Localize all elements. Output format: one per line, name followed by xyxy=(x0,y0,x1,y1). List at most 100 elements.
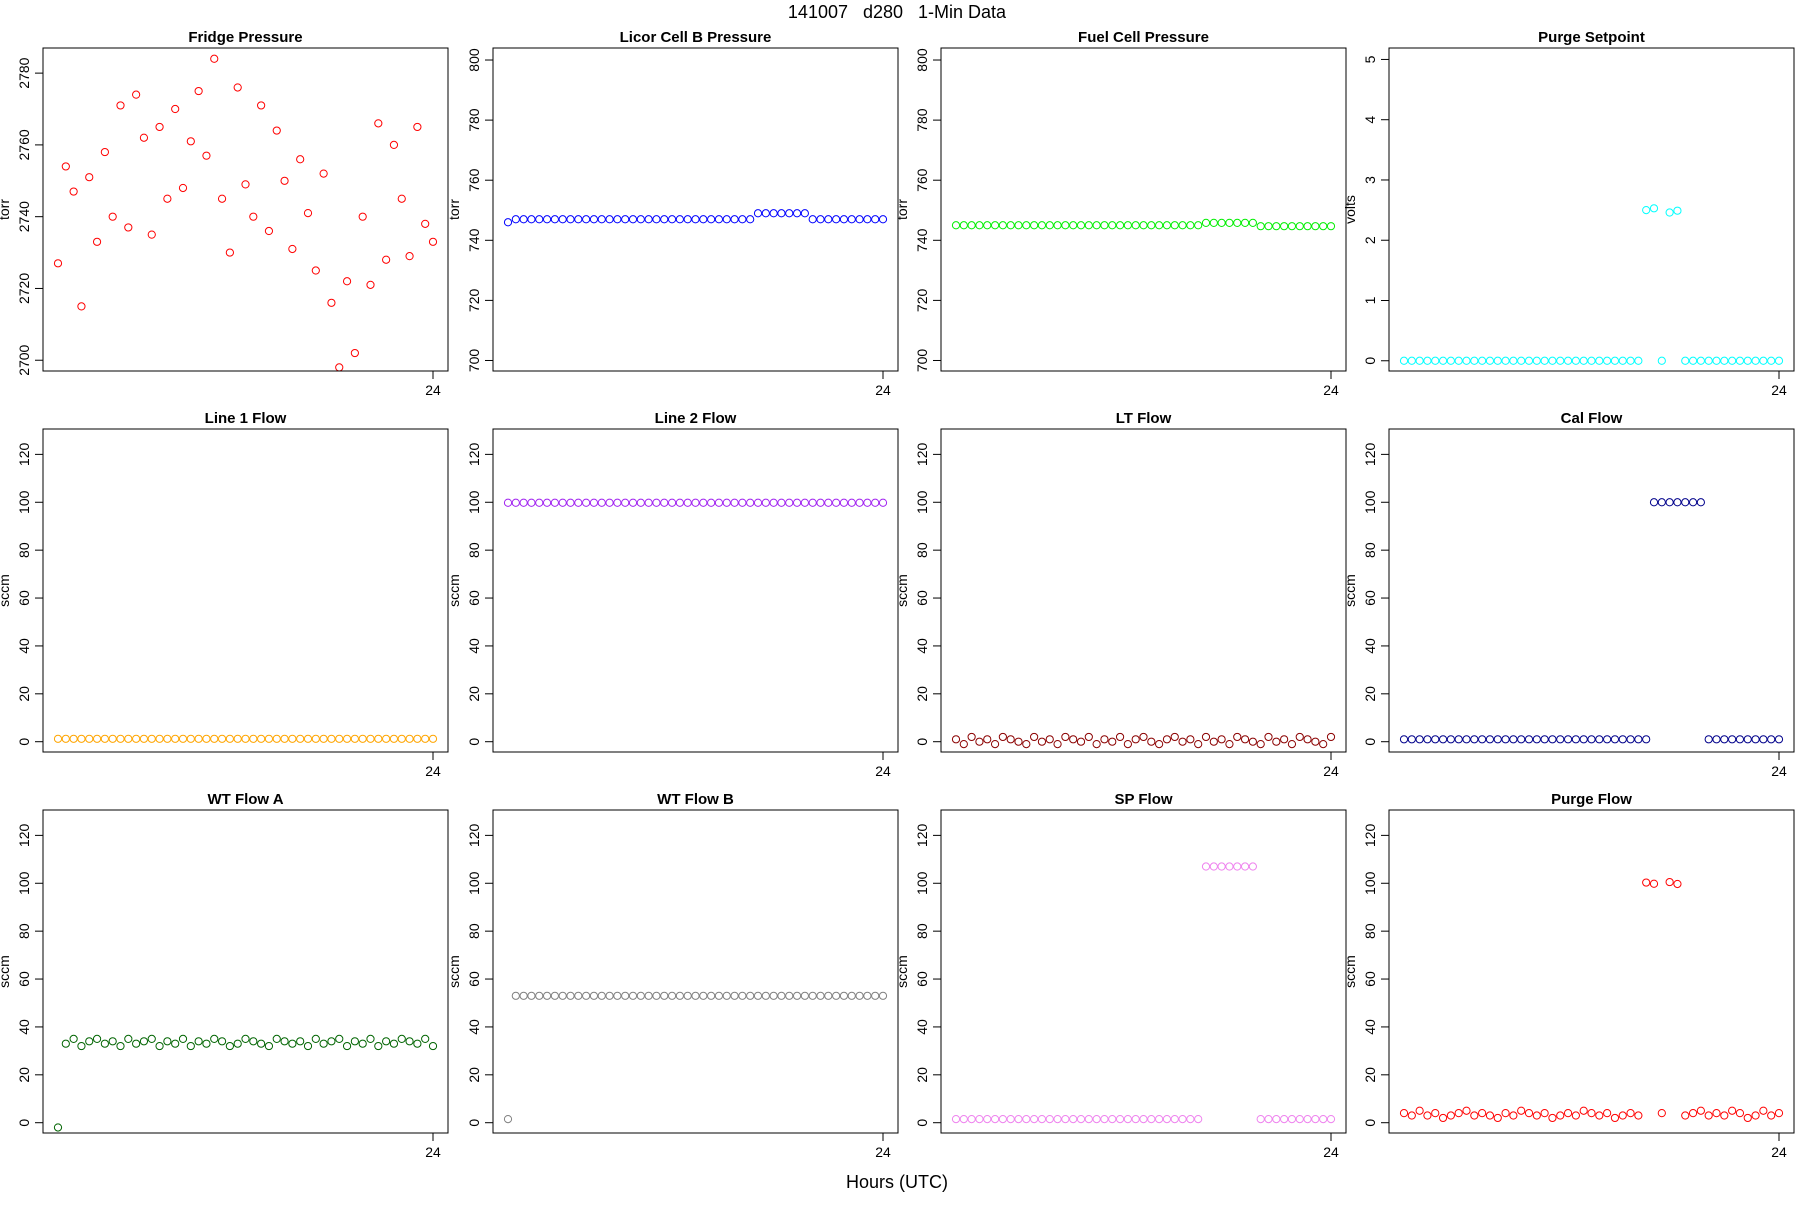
point xyxy=(1571,356,1580,365)
point xyxy=(85,173,94,182)
y-tick-label: 2720 xyxy=(16,273,32,304)
point xyxy=(1084,1115,1093,1124)
point xyxy=(1446,735,1455,744)
point xyxy=(303,734,313,743)
point xyxy=(1209,862,1218,871)
point xyxy=(1092,739,1101,749)
point xyxy=(1642,878,1651,887)
plot-frame xyxy=(1388,809,1795,1134)
point xyxy=(1399,356,1409,365)
point xyxy=(1759,356,1768,365)
point xyxy=(975,737,984,746)
point xyxy=(1225,739,1234,749)
point xyxy=(527,498,536,507)
point xyxy=(69,1034,78,1044)
point xyxy=(816,991,825,1000)
point xyxy=(1431,1109,1440,1118)
point xyxy=(1147,737,1156,746)
point xyxy=(178,183,188,193)
point xyxy=(1201,732,1211,742)
point xyxy=(1485,1111,1495,1120)
point xyxy=(413,122,422,132)
point xyxy=(1178,221,1187,230)
point xyxy=(1069,221,1078,230)
point xyxy=(350,734,359,743)
point xyxy=(233,83,242,92)
y-tick-label: 20 xyxy=(466,1067,482,1083)
point xyxy=(1517,735,1526,744)
point xyxy=(1014,1115,1023,1124)
point xyxy=(566,215,575,224)
point xyxy=(350,1037,359,1046)
point xyxy=(1673,206,1682,215)
point xyxy=(1303,1115,1312,1124)
point xyxy=(171,104,180,114)
point xyxy=(597,991,606,1000)
point xyxy=(194,86,203,96)
point xyxy=(1131,1115,1140,1124)
point xyxy=(753,498,763,507)
point xyxy=(1688,1109,1698,1118)
point xyxy=(1759,735,1768,744)
point xyxy=(61,1039,70,1048)
point xyxy=(382,255,391,264)
point xyxy=(1478,735,1487,744)
point xyxy=(1657,356,1666,365)
y-tick-label: 720 xyxy=(466,288,482,312)
point xyxy=(1548,735,1557,744)
y-tick-label: 20 xyxy=(1362,686,1378,702)
panel-title: Line 2 Flow xyxy=(655,410,737,427)
point xyxy=(1517,1106,1526,1115)
point xyxy=(1233,862,1242,871)
point xyxy=(257,734,266,743)
point xyxy=(839,215,849,224)
y-tick-label: 20 xyxy=(914,686,930,702)
point xyxy=(1407,1111,1416,1120)
point xyxy=(1194,221,1203,230)
point xyxy=(1123,739,1132,749)
figure-title: 141007 d280 1-Min Data xyxy=(788,2,1007,22)
plot-frame xyxy=(492,809,899,1134)
point xyxy=(589,498,599,507)
y-tick-label: 0 xyxy=(914,1119,930,1127)
point xyxy=(667,498,677,507)
y-tick-label: 2700 xyxy=(16,344,32,375)
point xyxy=(264,1041,274,1051)
point xyxy=(374,734,383,743)
point xyxy=(1673,879,1682,889)
point xyxy=(389,140,399,149)
point xyxy=(746,498,755,507)
point xyxy=(1201,218,1211,227)
point xyxy=(871,991,880,1000)
panel: Purge Setpoint 0 1 2 3 4 5 24 volts xyxy=(1342,29,1795,398)
point xyxy=(1688,498,1698,507)
point xyxy=(1399,735,1409,744)
point xyxy=(1256,739,1265,749)
point xyxy=(1743,356,1752,365)
point xyxy=(542,991,552,1000)
point xyxy=(210,734,219,743)
y-tick-label: 700 xyxy=(466,349,482,373)
x-tick-label: 24 xyxy=(425,1144,441,1160)
x-tick-label: 24 xyxy=(875,382,891,398)
y-tick-label: 0 xyxy=(1362,738,1378,746)
point xyxy=(421,1034,430,1044)
point xyxy=(847,215,856,224)
point xyxy=(178,1034,188,1044)
point xyxy=(233,734,242,743)
y-axis-label: sccm xyxy=(0,955,12,988)
y-tick-label: 60 xyxy=(914,971,930,987)
point xyxy=(535,215,544,224)
point xyxy=(967,732,976,742)
point xyxy=(691,991,700,1000)
point xyxy=(983,221,992,230)
point xyxy=(1532,356,1541,365)
point xyxy=(1774,356,1784,365)
point xyxy=(303,208,313,218)
point xyxy=(1006,221,1015,230)
y-tick-label: 5 xyxy=(1362,55,1378,63)
point xyxy=(366,280,375,289)
point xyxy=(855,498,864,507)
point xyxy=(1225,218,1234,227)
point xyxy=(1108,221,1117,230)
